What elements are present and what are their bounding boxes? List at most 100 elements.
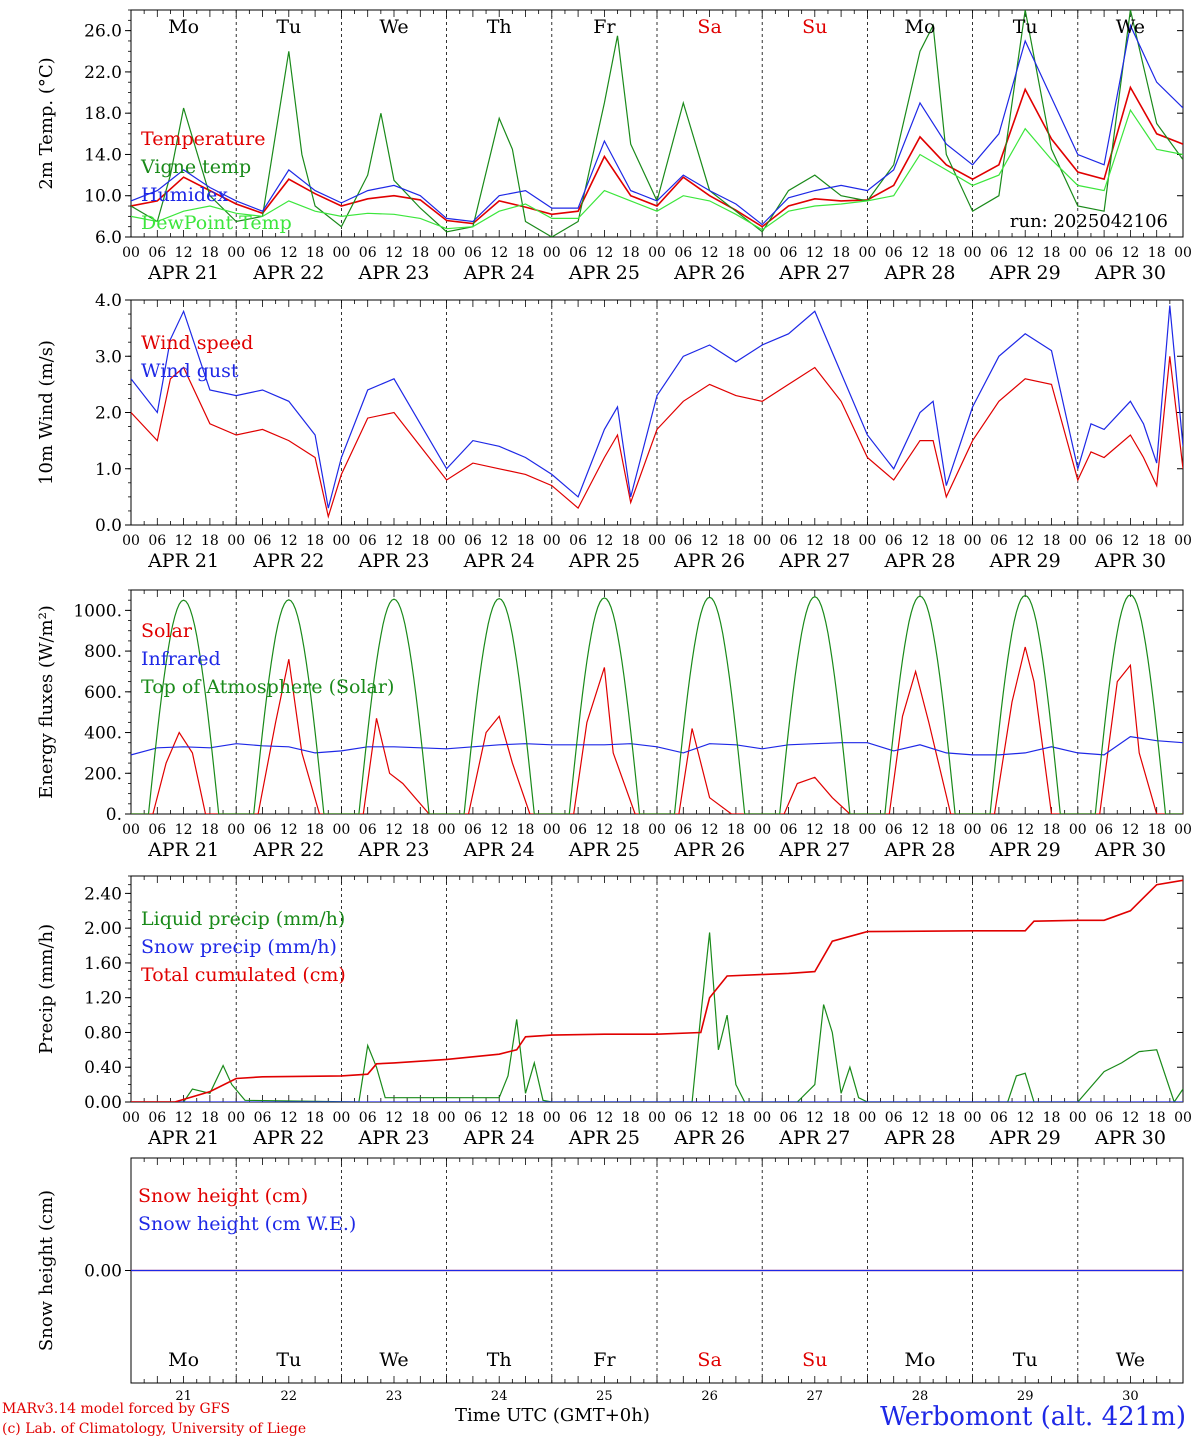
series-line-humidex [131, 23, 1183, 226]
panel-1: 6.0 10.0 14.0 18.0 22.0 26.0 2m Temp. (°C) Temp… [36, 9, 1192, 284]
y-tick-label: 1000. [73, 601, 122, 621]
panel-2: 0.0 1.0 2.0 3.0 4.0 10m Wind (m/s) Wind speed W… [36, 291, 1192, 572]
date-label: APR 21 [147, 550, 219, 572]
hour-tick-label: 12 [385, 245, 403, 261]
hour-tick-label: 12 [490, 822, 508, 838]
hour-tick-label: 00 [1174, 822, 1192, 838]
y-tick-label: 400. [84, 724, 122, 744]
weekday-label: We [379, 1349, 408, 1371]
date-label: APR 24 [463, 839, 535, 861]
y-tick-label: 1.60 [84, 954, 122, 974]
hour-tick-label: 06 [780, 245, 798, 261]
hour-tick-label: 18 [1148, 533, 1166, 549]
hour-tick-label: 18 [622, 533, 640, 549]
hour-tick-label: 12 [595, 1110, 613, 1126]
legend-entry: Snow height (cm) [138, 1185, 308, 1207]
hour-tick-label: 12 [1121, 822, 1139, 838]
hour-tick-label: 06 [148, 1110, 166, 1126]
y-tick-label: 0.0 [95, 516, 122, 536]
hour-tick-label: 00 [648, 245, 666, 261]
legend-entry: DewPoint Temp [141, 212, 292, 234]
hour-tick-label: 00 [227, 245, 245, 261]
series-group [131, 594, 1183, 814]
date-label: APR 29 [989, 839, 1061, 861]
y-tick-label: 0.00 [84, 1262, 122, 1282]
hour-tick-label: 12 [490, 533, 508, 549]
date-label: APR 26 [673, 550, 745, 572]
date-label: APR 22 [252, 1127, 324, 1149]
hour-tick-label: 18 [622, 1110, 640, 1126]
legend-entry: Infrared [141, 648, 221, 670]
hour-tick-label: 00 [964, 533, 982, 549]
weekday-label: Tu [1013, 1349, 1038, 1371]
hour-tick-label: 12 [595, 245, 613, 261]
y-tick-label: 14.0 [84, 145, 122, 165]
hour-tick-label: 12 [1121, 245, 1139, 261]
hour-tick-label: 18 [1148, 822, 1166, 838]
hour-tick-label: 18 [832, 245, 850, 261]
hour-tick-label: 00 [648, 822, 666, 838]
series-line-infrared [131, 735, 1183, 756]
hour-tick-label: 18 [306, 533, 324, 549]
plot-frame [130, 589, 1184, 815]
lab-credit-text: (c) Lab. of Climatology, University of L… [2, 1421, 307, 1437]
weekday-label: Mo [168, 1349, 199, 1371]
hour-tick-label: 18 [1043, 533, 1061, 549]
day-number-label: 24 [491, 1389, 508, 1404]
hour-tick-label: 00 [543, 533, 561, 549]
hour-tick-label: 12 [175, 822, 193, 838]
hour-tick-label: 06 [885, 245, 903, 261]
y-axis-title: Energy fluxes (W/m²) [36, 605, 57, 799]
weekday-label: Tu [276, 16, 301, 38]
date-label: APR 23 [357, 839, 429, 861]
hour-tick-label: 00 [858, 822, 876, 838]
hour-tick-label: 18 [1148, 245, 1166, 261]
date-label: APR 22 [252, 262, 324, 284]
hour-tick-label: 06 [254, 1110, 272, 1126]
hour-tick-label: 06 [359, 533, 377, 549]
hour-tick-label: 06 [148, 245, 166, 261]
date-label: APR 21 [147, 262, 219, 284]
hour-tick-label: 00 [438, 245, 456, 261]
hour-tick-label: 06 [990, 245, 1008, 261]
hour-tick-label: 18 [727, 822, 745, 838]
weekday-label: Su [802, 1349, 827, 1371]
hour-tick-label: 00 [332, 533, 350, 549]
y-tick-label: 1.0 [95, 460, 122, 480]
weekday-label: Su [802, 16, 827, 38]
date-label: APR 21 [147, 1127, 219, 1149]
hour-tick-label: 06 [674, 245, 692, 261]
hour-tick-label: 18 [201, 1110, 219, 1126]
hour-tick-label: 12 [385, 533, 403, 549]
legend-entry: Vigne temp [140, 156, 251, 178]
series-line-top-of-atmosphere-solar- [131, 594, 1183, 814]
hour-tick-label: 06 [990, 533, 1008, 549]
hour-tick-label: 06 [990, 822, 1008, 838]
hour-tick-label: 12 [280, 1110, 298, 1126]
y-tick-label: 18.0 [84, 104, 122, 124]
date-label: APR 25 [568, 839, 640, 861]
hour-tick-label: 18 [411, 1110, 429, 1126]
weekday-label: Th [487, 1349, 512, 1371]
series-line-wind-gust [131, 305, 1183, 509]
series-group [131, 10, 1183, 237]
hour-tick-label: 12 [806, 533, 824, 549]
legend-entry: Snow precip (mm/h) [141, 936, 337, 958]
hour-tick-label: 18 [201, 245, 219, 261]
hour-tick-label: 12 [490, 1110, 508, 1126]
legend-entry: Wind speed [141, 332, 253, 354]
date-label: APR 26 [673, 1127, 745, 1149]
hour-tick-label: 18 [201, 822, 219, 838]
hour-tick-label: 06 [148, 822, 166, 838]
date-label: APR 24 [463, 550, 535, 572]
hour-tick-label: 12 [175, 1110, 193, 1126]
y-tick-label: 22.0 [84, 63, 122, 83]
legend-entry: Top of Atmosphere (Solar) [141, 676, 394, 698]
series-group [131, 305, 1183, 519]
weekday-label: We [379, 16, 408, 38]
hour-tick-label: 12 [1121, 533, 1139, 549]
date-label: APR 22 [252, 550, 324, 572]
hour-tick-label: 18 [411, 533, 429, 549]
hour-tick-label: 18 [517, 822, 535, 838]
day-number-label: 28 [912, 1389, 929, 1404]
